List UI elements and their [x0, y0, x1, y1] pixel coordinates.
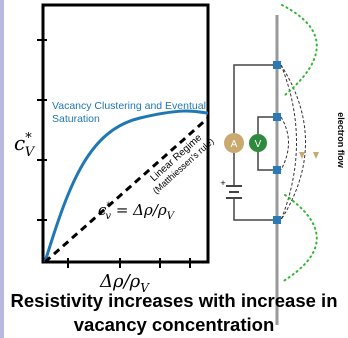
- plot-frame: [41, 3, 210, 264]
- flow-label: electron flow: [336, 112, 346, 169]
- linear-label-group: Linear Regime (Matthiessen's rule): [148, 132, 215, 196]
- side-bar: [0, 0, 4, 338]
- ammeter-label: A: [231, 139, 238, 150]
- x-axis-label: Δρ/ρV: [99, 271, 150, 295]
- caption: vacancy concentration: [74, 314, 275, 335]
- caption: Resistivity increases with increase in: [11, 290, 338, 311]
- linear-line: [44, 116, 209, 264]
- contacts: [273, 61, 281, 224]
- ammeter: [224, 133, 244, 153]
- y-axis-label: c* V: [14, 131, 36, 160]
- voltmeter: [249, 134, 267, 152]
- saturation-label: Vacancy Clustering and Eventual: [52, 100, 206, 112]
- saturation-curve: [43, 109, 209, 263]
- dotted-arcs: [281, 4, 318, 283]
- flow-arrows: [299, 152, 319, 159]
- saturation-label: Saturation: [52, 113, 100, 125]
- battery-plus: +: [220, 178, 225, 188]
- wires: [226, 64, 277, 221]
- field-lines: [280, 64, 306, 221]
- equation: c* v = Δρ/ρV: [98, 201, 176, 222]
- voltmeter-label: V: [255, 139, 262, 150]
- ticks: [37, 39, 191, 268]
